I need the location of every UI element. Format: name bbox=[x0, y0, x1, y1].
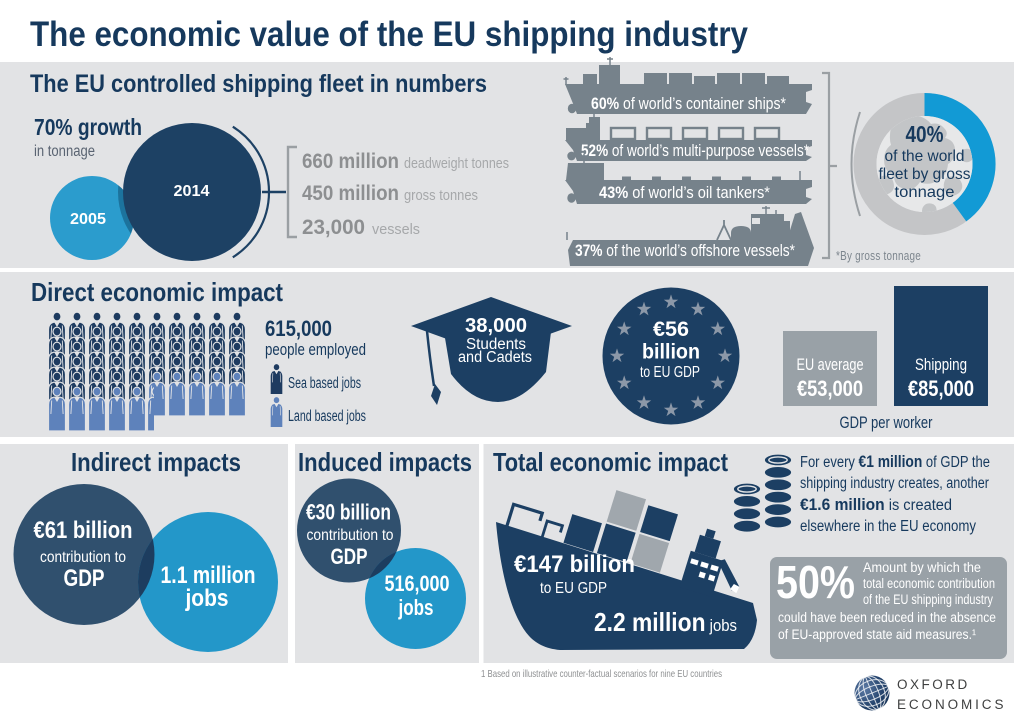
svg-text:€56: €56 bbox=[653, 318, 689, 341]
svg-text:people employed: people employed bbox=[265, 340, 366, 359]
svg-text:Students: Students bbox=[466, 336, 526, 353]
svg-text:jobs: jobs bbox=[398, 595, 434, 620]
svg-text:gross tonnes: gross tonnes bbox=[404, 187, 478, 204]
svg-text:60% of world’s container ships: 60% of world’s container ships* bbox=[591, 95, 786, 113]
svg-text:50%: 50% bbox=[776, 556, 855, 608]
svg-text:1.1 million: 1.1 million bbox=[161, 562, 256, 589]
svg-text:Induced impacts: Induced impacts bbox=[298, 447, 472, 477]
svg-text:billion: billion bbox=[642, 341, 700, 364]
svg-text:For every €1 million of GDP th: For every €1 million of GDP the bbox=[800, 453, 990, 471]
svg-text:to EU GDP: to EU GDP bbox=[640, 364, 700, 381]
svg-text:contribution to: contribution to bbox=[307, 527, 394, 544]
svg-text:1 Based on illustrative counte: 1 Based on illustrative counter-factual … bbox=[481, 668, 722, 680]
svg-text:43% of world’s oil tankers*: 43% of world’s oil tankers* bbox=[599, 184, 771, 202]
svg-text:ECONOMICS: ECONOMICS bbox=[897, 697, 1006, 712]
svg-text:vessels: vessels bbox=[372, 221, 420, 238]
svg-text:The economic value of the EU s: The economic value of the EU shipping in… bbox=[30, 15, 748, 54]
svg-text:of EU-approved state aid measu: of EU-approved state aid measures.¹ bbox=[778, 627, 976, 642]
svg-text:€30 billion: €30 billion bbox=[306, 500, 391, 525]
svg-text:615,000: 615,000 bbox=[265, 316, 332, 341]
svg-text:total economic contribution: total economic contribution bbox=[863, 576, 995, 591]
svg-text:37% of the world’s offshore ve: 37% of the world’s offshore vessels* bbox=[575, 242, 795, 260]
svg-text:deadweight tonnes: deadweight tonnes bbox=[404, 155, 509, 172]
svg-text:GDP per worker: GDP per worker bbox=[840, 413, 933, 432]
svg-text:23,000: 23,000 bbox=[302, 216, 365, 239]
svg-text:shipping industry creates, ano: shipping industry creates, another bbox=[800, 475, 989, 492]
svg-text:€61 billion: €61 billion bbox=[34, 517, 133, 544]
svg-text:€1.6 million is created: €1.6 million is created bbox=[800, 496, 952, 514]
svg-text:Indirect impacts: Indirect impacts bbox=[71, 447, 241, 477]
svg-text:tonnage: tonnage bbox=[895, 184, 955, 201]
svg-text:in tonnage: in tonnage bbox=[34, 143, 95, 160]
svg-text:660 million: 660 million bbox=[302, 150, 399, 173]
svg-text:and Cadets: and Cadets bbox=[458, 349, 532, 366]
svg-text:Direct economic impact: Direct economic impact bbox=[31, 277, 283, 307]
svg-text:Shipping: Shipping bbox=[915, 355, 967, 374]
svg-text:40%: 40% bbox=[906, 121, 944, 147]
svg-text:OXFORD: OXFORD bbox=[897, 677, 970, 692]
svg-text:GDP: GDP bbox=[64, 565, 105, 592]
svg-text:52% of world’s multi-purpose v: 52% of world’s multi-purpose vessels* bbox=[581, 142, 809, 160]
svg-text:of the EU shipping industry: of the EU shipping industry bbox=[863, 592, 993, 607]
svg-text:516,000: 516,000 bbox=[385, 571, 450, 596]
svg-text:2.2 million jobs: 2.2 million jobs bbox=[594, 607, 737, 637]
svg-text:GDP: GDP bbox=[331, 544, 368, 569]
svg-text:38,000: 38,000 bbox=[465, 315, 527, 337]
svg-text:Total economic impact: Total economic impact bbox=[493, 447, 728, 477]
svg-text:70% growth: 70% growth bbox=[34, 114, 142, 140]
svg-text:contribution to: contribution to bbox=[40, 549, 126, 566]
svg-text:Sea based jobs: Sea based jobs bbox=[288, 375, 361, 392]
svg-text:*By gross tonnage: *By gross tonnage bbox=[836, 249, 921, 263]
svg-text:Amount by which the: Amount by which the bbox=[863, 560, 981, 575]
svg-text:The EU controlled shipping fle: The EU controlled shipping fleet in numb… bbox=[30, 70, 487, 98]
svg-text:to EU GDP: to EU GDP bbox=[540, 580, 607, 597]
svg-text:450 million: 450 million bbox=[302, 182, 399, 205]
svg-text:€53,000: €53,000 bbox=[797, 376, 863, 401]
svg-text:elsewhere in the EU economy: elsewhere in the EU economy bbox=[800, 518, 976, 535]
svg-text:EU average: EU average bbox=[797, 355, 864, 374]
svg-text:Land based jobs: Land based jobs bbox=[288, 408, 366, 425]
svg-text:of the world: of the world bbox=[885, 148, 965, 165]
svg-text:€85,000: €85,000 bbox=[908, 376, 974, 401]
svg-text:could have been reduced in the: could have been reduced in the absence bbox=[778, 610, 996, 625]
svg-text:2005: 2005 bbox=[70, 211, 106, 228]
svg-text:jobs: jobs bbox=[185, 585, 229, 612]
svg-text:fleet by gross: fleet by gross bbox=[879, 166, 971, 183]
svg-text:2014: 2014 bbox=[174, 183, 210, 200]
svg-text:€147 billion: €147 billion bbox=[514, 551, 635, 578]
